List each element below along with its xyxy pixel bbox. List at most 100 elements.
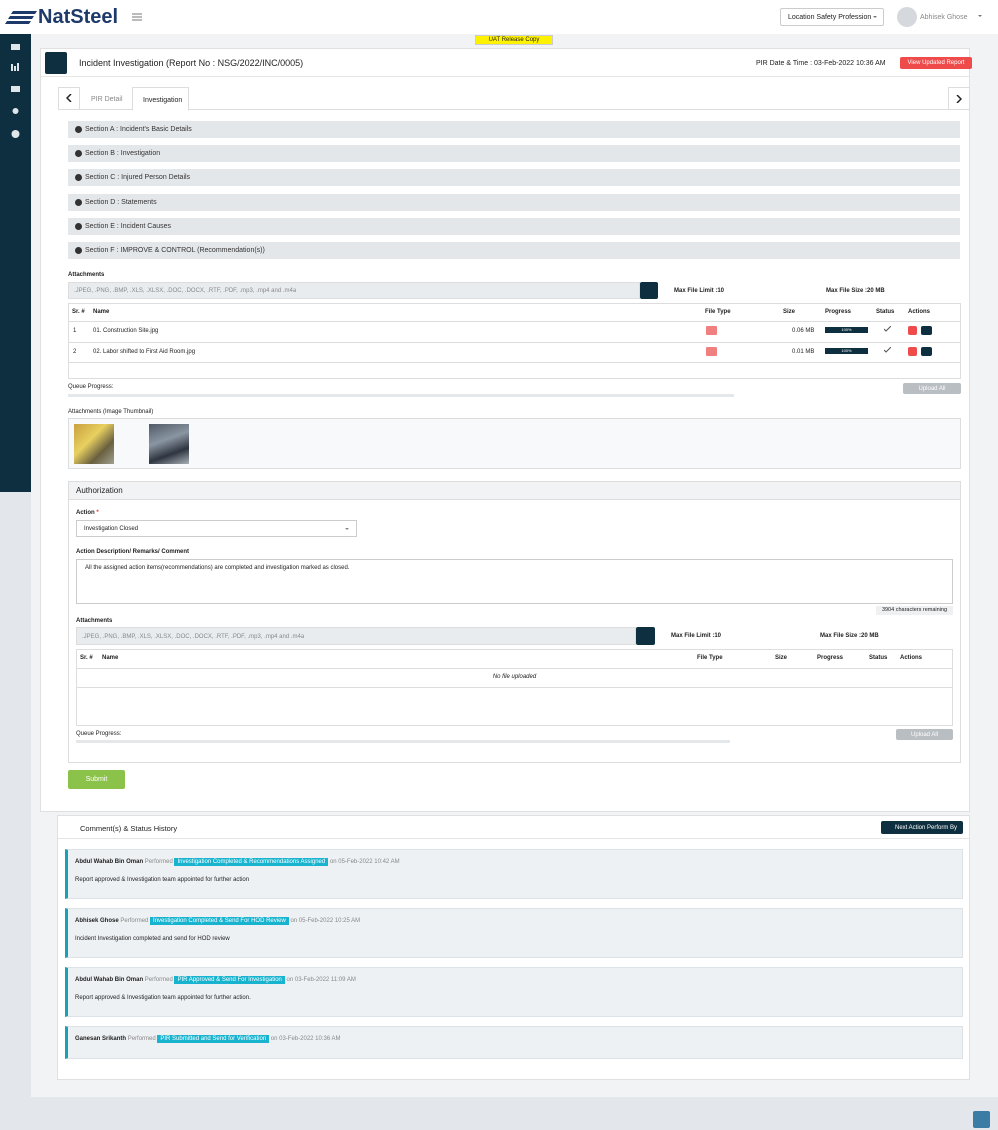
history-header [58,816,969,839]
user-name[interactable]: Abhisek Ghose [920,14,968,21]
thumbnail[interactable] [74,424,114,464]
cell: 02. Labor shifted to First Aid Room.jpg [93,349,196,355]
history-entry [65,908,963,958]
thumbnail[interactable] [149,424,189,464]
status-badge: Investigation Completed & Recommendation… [174,858,329,866]
section-bar[interactable]: Section F : IMPROVE & CONTROL (Recommend… [68,242,960,259]
tab[interactable]: PIR Detail [91,96,123,103]
delete-button[interactable] [908,347,917,356]
upload-all-button[interactable]: Upload All [903,383,961,394]
plus-icon [75,247,82,254]
entry-name: Abhisek Ghose [75,918,119,924]
file-type-icon [706,326,717,335]
col-header: File Type [705,309,731,315]
label: Action [76,510,95,516]
desc-text: All the assigned action items(recommenda… [85,565,350,571]
tab-bar [58,87,960,110]
tab-active[interactable]: Investigation [132,87,189,111]
required-mark: * [96,510,99,516]
attach-button[interactable] [640,282,658,299]
col-header: Status [869,655,888,661]
card-header [41,49,969,77]
page-title: Incident Investigation (Report No : NSG/… [79,58,304,68]
queue-label: Queue Progress: [68,384,114,390]
entry-name: Abdul Wahab Bin Oman [75,859,144,865]
desc-label: Action Description/ Remarks/ Comment [76,549,190,555]
performed: Performed [144,859,173,865]
placeholder: .JPEG, .PNG, .BMP, .XLS, .XLSX, .DOC, .D… [74,288,297,294]
performed: Performed [144,977,173,983]
submit-button[interactable]: Submit [68,770,125,789]
action-select[interactable]: Investigation Closed [76,520,357,537]
section-bar[interactable]: Section E : Incident Causes [68,218,960,235]
performed: Performed [120,918,149,924]
section-bar[interactable]: Section D : Statements [68,194,960,211]
chars-remaining: 3904 characters remaining [876,606,953,615]
sidebar-icons[interactable] [0,34,31,154]
section-label: Section D : Statements [85,199,157,206]
row-line [69,321,960,322]
view-report-button[interactable]: View Updated Report [900,57,972,69]
tab-next[interactable] [948,87,970,110]
performed: Performed [127,1036,156,1042]
plus-icon [75,150,82,157]
plus-icon [75,174,82,181]
upload-all-button[interactable]: Upload All [896,729,953,740]
col-header: Sr. # [80,655,93,661]
section-bar[interactable]: Section C : Injured Person Details [68,169,960,186]
section-label: Section A : Incident's Basic Details [85,126,192,133]
attach-button[interactable] [636,627,655,645]
role: Location Safety Profession [788,14,872,21]
cell: 0.01 MB [792,349,815,355]
selected: Investigation Closed [84,526,139,532]
entry-line: Abdul Wahab Bin Oman Performed Investiga… [75,858,400,866]
status-badge: PIR Submitted and Send for Verification [157,1035,270,1043]
file-input[interactable]: .JPEG, .PNG, .BMP, .XLS, .XLSX, .DOC, .D… [68,282,640,299]
status-check [884,326,891,332]
max-file-size: Max File Size :20 MB [820,633,879,639]
col-header: Size [775,655,788,661]
max-file-limit: Max File Limit :10 [671,633,722,639]
queue-label: Queue Progress: [76,731,122,737]
cell: 2 [73,349,77,355]
file-input[interactable]: .JPEG, .PNG, .BMP, .XLS, .XLSX, .DOC, .D… [76,627,636,645]
delete-button[interactable] [908,326,917,335]
caret [978,15,982,19]
entry-line: Ganesan Srikanth Performed PIR Submitted… [75,1035,341,1043]
help-button[interactable] [973,1111,990,1128]
auth-attachments-table [76,649,953,726]
queue-bar [76,740,730,743]
status-check [884,347,891,353]
menu-icon[interactable] [132,13,142,21]
col-header: Actions [908,309,931,315]
max-file-size: Max File Size :20 MB [826,288,885,294]
caret [873,16,877,20]
view-button[interactable] [921,326,932,335]
section-label: Section C : Injured Person Details [85,174,191,181]
cell: 1 [73,328,77,334]
section-bar[interactable]: Section B : Investigation [68,145,960,162]
attachments-label: Attachments [76,618,113,624]
col-header: Progress [817,655,844,661]
plus-icon [75,126,82,133]
row-line [69,342,960,343]
queue-bar [68,394,734,397]
placeholder: .JPEG, .PNG, .BMP, .XLS, .XLSX, .DOC, .D… [82,634,305,640]
authorization-title: Authorization [76,486,123,495]
file-type-icon [706,347,717,356]
desc-textarea[interactable]: All the assigned action items(recommenda… [76,559,953,604]
sidebar [0,34,31,492]
plus-icon [75,223,82,230]
view-button[interactable] [921,347,932,356]
next-action-button[interactable]: Next Action Perform By [881,821,963,834]
max-file-limit: Max File Limit :10 [674,288,725,294]
cell: 01. Construction Site.jpg [93,328,159,334]
role-select[interactable]: Location Safety Profession [780,8,884,26]
tab-label: Investigation [143,97,183,104]
tab-prev[interactable] [58,87,80,110]
pir-datetime: PIR Date & Time : 03-Feb-2022 10:36 AM [756,60,886,67]
section-bar[interactable]: Section A : Incident's Basic Details [68,121,960,138]
top-bar: NatSteel Location Safety Profession Abhi… [0,0,998,34]
